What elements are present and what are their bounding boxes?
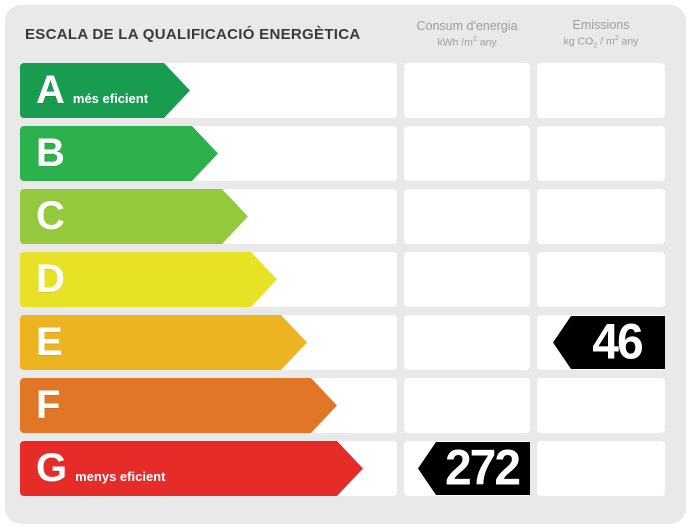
consum-cell-c — [404, 189, 530, 244]
consum-label: Consum d'energia — [416, 19, 518, 34]
bar-cell-g: G menys eficient — [20, 441, 397, 496]
rating-row-d: D — [20, 252, 665, 307]
rating-row-e: E 46 — [20, 315, 665, 370]
rating-letter: E — [36, 320, 63, 364]
emissions-value: 46 — [592, 314, 643, 370]
rating-bar-g: G menys eficient — [20, 441, 363, 496]
consum-unit: kWh /m2 any — [437, 36, 497, 49]
rating-letter: G — [36, 446, 68, 490]
emissions-cell-b — [537, 126, 665, 181]
rating-bar-c: C — [20, 189, 248, 244]
consum-cell-a — [404, 63, 530, 118]
rating-letter: C — [36, 194, 65, 238]
header-row: ESCALA DE LA QUALIFICACIÓ ENERGÈTICA Con… — [20, 5, 665, 63]
rating-row-a: A més eficient — [20, 63, 665, 118]
bar-cell-d: D — [20, 252, 397, 307]
consum-cell-e — [404, 315, 530, 370]
bar-cell-a: A més eficient — [20, 63, 397, 118]
bar-cell-f: F — [20, 378, 397, 433]
rating-bar-e: E — [20, 315, 307, 370]
rating-bar-a: A més eficient — [20, 63, 190, 118]
emissions-value-arrow: 46 — [553, 316, 665, 369]
energy-scale-panel: ESCALA DE LA QUALIFICACIÓ ENERGÈTICA Con… — [5, 5, 686, 524]
rating-letter: A — [36, 68, 65, 112]
column-header-consum: Consum d'energia kWh /m2 any — [404, 18, 530, 50]
emissions-cell-e: 46 — [537, 315, 665, 370]
emissions-cell-c — [537, 189, 665, 244]
rating-bar-f: F — [20, 378, 337, 433]
emissions-cell-g — [537, 441, 665, 496]
rating-grid: A més eficient B C — [20, 63, 665, 504]
emissions-cell-a — [537, 63, 665, 118]
page-title: ESCALA DE LA QUALIFICACIÓ ENERGÈTICA — [25, 25, 361, 43]
emissions-cell-f — [537, 378, 665, 433]
consum-cell-g: 272 — [404, 441, 530, 496]
rating-bar-b: B — [20, 126, 218, 181]
rating-row-f: F — [20, 378, 665, 433]
rating-bar-d: D — [20, 252, 277, 307]
consum-value-arrow: 272 — [418, 442, 530, 495]
consum-cell-f — [404, 378, 530, 433]
consum-value: 272 — [444, 440, 521, 496]
rating-letter: D — [36, 257, 65, 301]
column-header-emissions: Emissions kg CO2 / m2 any — [537, 17, 665, 51]
rating-row-g: G menys eficient 272 — [20, 441, 665, 496]
rating-row-c: C — [20, 189, 665, 244]
bar-cell-c: C — [20, 189, 397, 244]
emissions-label: Emissions — [572, 18, 630, 33]
rating-note: menys eficient — [75, 469, 166, 484]
rating-letter: F — [36, 383, 61, 427]
rating-note: més eficient — [72, 91, 149, 106]
bar-cell-b: B — [20, 126, 397, 181]
bar-cell-e: E — [20, 315, 397, 370]
consum-cell-d — [404, 252, 530, 307]
emissions-cell-d — [537, 252, 665, 307]
emissions-unit: kg CO2 / m2 any — [563, 34, 639, 50]
rating-row-b: B — [20, 126, 665, 181]
consum-cell-b — [404, 126, 530, 181]
rating-letter: B — [36, 131, 65, 175]
